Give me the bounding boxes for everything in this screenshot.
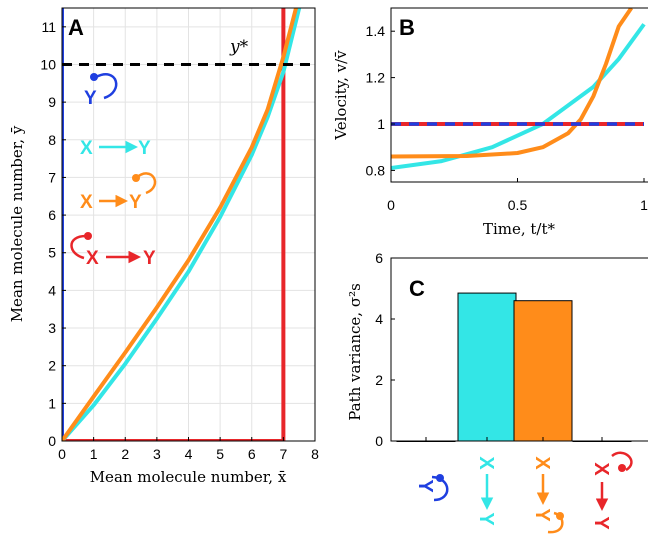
- category-orange-y: Y: [531, 508, 553, 522]
- panel-c-letter: C: [409, 276, 425, 301]
- category-blue-y: Y: [414, 479, 436, 493]
- self-loop-arrow-icon: [95, 73, 118, 100]
- panel-b-frame: [390, 7, 648, 183]
- legend-blue-y-self: Y: [84, 73, 118, 109]
- tick-label-y: 2: [48, 358, 56, 374]
- tick-label-x: 1: [90, 446, 98, 462]
- self-loop-arrow-icon: [611, 451, 633, 472]
- panel-a-letter: A: [68, 15, 84, 40]
- series-line-cyan: [62, 8, 302, 441]
- tick-label-x: 5: [216, 446, 224, 462]
- legend-red-x: X: [86, 248, 99, 269]
- legend-orange-x: X: [80, 192, 93, 213]
- tick-label-x: 3: [153, 446, 161, 462]
- category-cyan-y: Y: [475, 512, 497, 526]
- series-line-orange: [62, 8, 298, 441]
- self-loop-arrow-icon: [70, 234, 87, 260]
- legend-orange-y: Y: [129, 192, 142, 213]
- tick-label-x: 0: [387, 197, 395, 213]
- category-icon-orange: X Y: [531, 456, 564, 534]
- category-icon-red: X Y: [590, 451, 633, 530]
- series-line-orange: [391, 8, 634, 159]
- tick-label-y: 1: [377, 116, 385, 132]
- self-loop-arrow-icon: [135, 172, 157, 195]
- category-icon-cyan: X Y: [475, 456, 497, 526]
- panel-c-bars: [396, 292, 632, 442]
- bar-orange: [513, 300, 573, 442]
- panel-c: 0 2 4 6 C Path variance, σ²s Y X Y X Y X Y: [346, 250, 648, 534]
- tick-label-y: 0: [48, 433, 56, 449]
- tick-label-y: 0: [375, 433, 383, 449]
- tick-label-y: 10: [40, 56, 56, 72]
- tick-label-x: 7: [279, 446, 287, 462]
- category-red-y: Y: [590, 516, 612, 530]
- panel-a-grid: [61, 8, 316, 442]
- legend-red-x-self-to-y: X Y: [70, 232, 156, 269]
- tick-label-y: 1.4: [366, 23, 386, 39]
- self-loop-dot-icon: [556, 512, 564, 520]
- panel-b-letter: B: [399, 15, 415, 40]
- tick-label-x: 0.5: [508, 197, 528, 213]
- tick-label-y: 11: [41, 19, 56, 35]
- legend-cyan-x-to-y: X Y: [80, 138, 151, 159]
- tick-label-y: 2: [375, 372, 383, 388]
- series-line-red: [62, 8, 286, 441]
- tick-label-y: 9: [48, 94, 56, 110]
- panel-b-xlabel: Time, t/t*: [483, 220, 556, 238]
- panel-a-xlabel: Mean molecule number, x̄: [90, 468, 287, 486]
- panel-b-ticks: 0 0.5 1 0.8 1 1.2 1.4: [366, 23, 648, 213]
- self-loop-dot-icon: [84, 232, 92, 240]
- self-loop-dot-icon: [436, 474, 444, 482]
- tick-label-y: 6: [375, 250, 383, 266]
- category-cyan-x: X: [475, 456, 497, 470]
- series-line-cyan: [391, 23, 646, 171]
- tick-label-y: 3: [48, 320, 56, 336]
- panel-a-lines: [62, 8, 315, 441]
- legend-cyan-y: Y: [138, 138, 151, 159]
- category-red-x: X: [590, 462, 612, 476]
- tick-label-y: 4: [375, 311, 383, 327]
- panel-a-ystar-label: y*: [229, 37, 249, 57]
- self-loop-dot-icon: [618, 464, 626, 472]
- tick-label-y: 0.8: [366, 162, 386, 178]
- tick-label-y: 4: [48, 282, 56, 298]
- tick-label-x: 1: [640, 197, 648, 213]
- tick-label-y: 6: [48, 207, 56, 223]
- panel-a: 0 1 2 3 4 5 6 7 8 0 1 2 3 4 5 6 7 8 9 10 11 A y* Mean molecu…: [8, 7, 319, 486]
- tick-label-x: 4: [185, 446, 193, 462]
- legend-blue-y: Y: [84, 88, 97, 109]
- panel-b-lines: [391, 8, 646, 171]
- bar-cyan: [457, 292, 517, 442]
- tick-label-y: 1.2: [366, 70, 386, 86]
- tick-label-x: 0: [58, 446, 66, 462]
- panel-c-axes: [390, 257, 648, 442]
- panel-b-ylabel: Velocity, v/v̄: [332, 50, 350, 141]
- tick-label-x: 8: [311, 446, 319, 462]
- tick-label-y: 8: [48, 132, 56, 148]
- category-orange-x: X: [531, 456, 553, 470]
- category-icon-blue: Y: [414, 474, 449, 502]
- self-loop-dot-icon: [132, 174, 140, 182]
- panel-a-ylabel: Mean molecule number, ȳ: [8, 125, 26, 322]
- panel-a-ticks: 0 1 2 3 4 5 6 7 8 0 1 2 3 4 5 6 7 8 9 10 11: [40, 19, 319, 462]
- panel-c-ylabel: Path variance, σ²s: [346, 283, 364, 421]
- tick-label-y: 5: [48, 245, 56, 261]
- legend-cyan-x: X: [80, 138, 93, 159]
- legend-red-y: Y: [143, 248, 156, 269]
- tick-label-y: 7: [48, 169, 56, 185]
- legend-orange-x-to-y-self: X Y: [80, 172, 157, 213]
- panel-c-ticks: 0 2 4 6: [375, 250, 603, 449]
- self-loop-dot-icon: [90, 73, 98, 81]
- panel-b: 0 0.5 1 0.8 1 1.2 1.4 B Time, t/t* Velocity, v…: [332, 7, 648, 238]
- tick-label-y: 1: [48, 395, 56, 411]
- tick-label-x: 2: [121, 446, 129, 462]
- tick-label-x: 6: [248, 446, 256, 462]
